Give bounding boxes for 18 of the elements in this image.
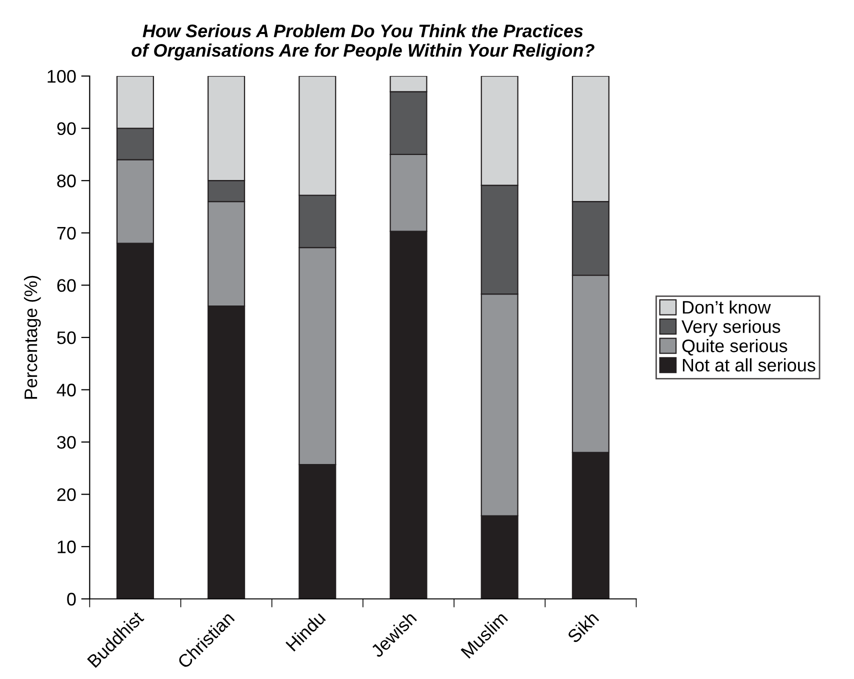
- y-tick-label: 0: [67, 592, 76, 606]
- chart-title: How Serious A Problem Do You Think the Practices of Organisations Are for People Within Your Religion?: [132, 24, 594, 60]
- y-tick-label: 30: [57, 436, 76, 449]
- y-tick-label: 80: [57, 174, 76, 188]
- y-tick-label: 50: [57, 331, 76, 344]
- legend-label: Don’t know: [682, 300, 771, 314]
- y-axis-title: Percentage (%): [24, 276, 41, 399]
- y-tick-label: 20: [57, 488, 76, 502]
- y-tick-label: 90: [57, 122, 76, 136]
- y-tick-label: 10: [58, 540, 76, 554]
- y-tick-label: 40: [56, 384, 76, 396]
- legend-label: Very serious: [682, 320, 780, 337]
- legend-label: Not at all serious: [682, 358, 816, 372]
- y-tick-label: 60: [57, 279, 76, 292]
- y-tick-label: 70: [57, 226, 76, 240]
- y-tick-label: 100: [48, 70, 76, 83]
- x-tick-label: Sikh: [566, 610, 600, 644]
- legend-label: Quite serious: [682, 339, 788, 356]
